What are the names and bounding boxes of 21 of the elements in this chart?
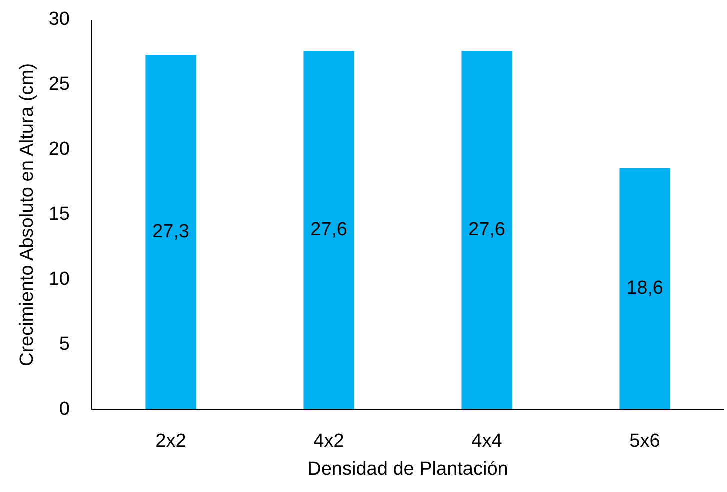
x-tick-label: 4x4 <box>472 431 503 452</box>
bar <box>304 51 354 410</box>
y-tick-label: 15 <box>48 204 70 226</box>
bar <box>146 55 196 410</box>
y-tick-label: 20 <box>48 139 70 160</box>
y-axis-title: Crecimiento Absoluto en Altura (cm) <box>17 63 38 367</box>
x-tick-label: 4x2 <box>314 431 344 452</box>
y-tick-label: 30 <box>48 9 70 30</box>
bar <box>620 168 670 410</box>
bar <box>462 51 512 410</box>
data-label: 27,6 <box>468 220 506 241</box>
y-tick-label: 10 <box>48 269 70 290</box>
y-tick-label: 5 <box>59 334 70 356</box>
data-label: 27,6 <box>310 220 348 241</box>
y-tick-label: 0 <box>59 399 70 420</box>
data-label: 18,6 <box>626 278 664 300</box>
x-axis-title: Densidad de Plantación <box>308 459 508 480</box>
data-label: 27,3 <box>152 222 190 243</box>
x-tick-label: 5x6 <box>630 431 660 452</box>
x-tick-label: 2x2 <box>156 431 186 452</box>
y-tick-label: 25 <box>48 74 70 96</box>
